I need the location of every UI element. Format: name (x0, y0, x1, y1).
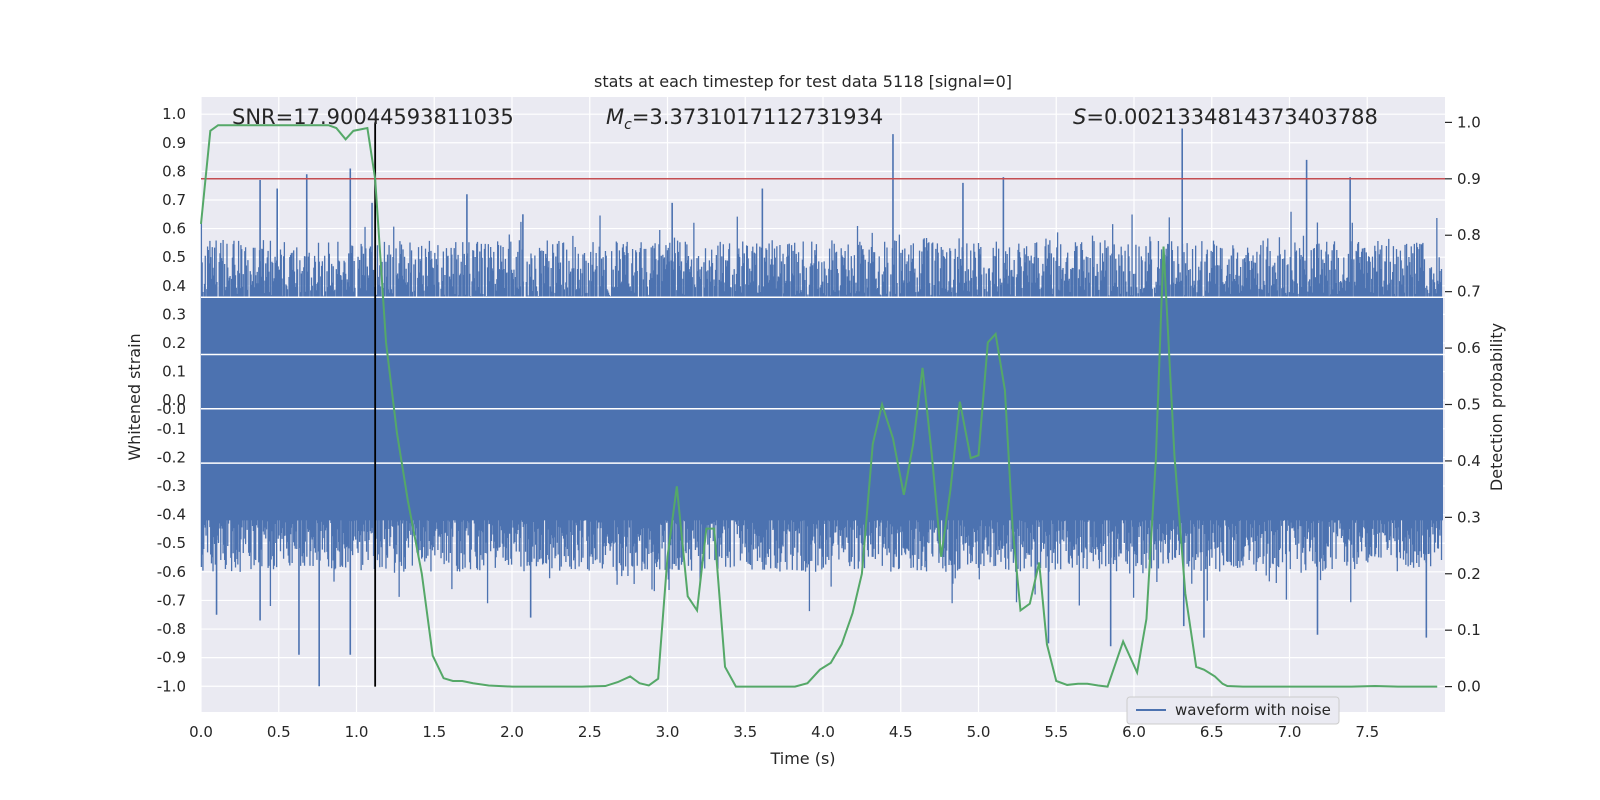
s-statistic-value: =0.0021334814373403788 (1086, 105, 1378, 129)
x-tick-label: 4.5 (889, 723, 913, 741)
y-right-tick-label: 1.0 (1457, 113, 1481, 131)
plot-area (201, 97, 1445, 712)
x-tick-label: 5.0 (967, 723, 991, 741)
y-right-tick-label: 0.0 (1457, 678, 1481, 696)
x-tick-label: 4.0 (811, 723, 835, 741)
x-axis-label: Time (s) (769, 749, 835, 768)
x-tick-label: 1.0 (345, 723, 369, 741)
legend: waveform with noise (1127, 697, 1339, 724)
y-axis-left: 1.00.90.80.70.60.50.40.30.20.10.0-0.0-0.… (157, 105, 186, 695)
y-left-tick-label: -0.9 (157, 649, 186, 667)
figure: stats at each timestep for test data 511… (0, 0, 1600, 800)
y-axis-right: 1.0 0.9 0.8 0.7 0.6 0.5 0.4 0.3 0.2 0.1 0.0 (1445, 113, 1481, 695)
y-left-tick-label: 0.2 (162, 334, 186, 352)
y-left-tick-label: 0.9 (162, 134, 186, 152)
s-statistic-annotation: S=0.0021334814373403788 (1073, 105, 1378, 129)
x-tick-label: 7.0 (1278, 723, 1302, 741)
y-left-tick-label: 0.5 (162, 248, 186, 266)
y-left-tick-label: -0.8 (157, 620, 186, 638)
y-right-tick-label: 0.4 (1457, 452, 1481, 470)
y-axis-left-label: Whitened strain (125, 333, 144, 460)
x-tick-label: 0.5 (267, 723, 291, 741)
y-right-tick-label: 0.1 (1457, 621, 1481, 639)
y-left-tick-label: 0.4 (162, 277, 186, 295)
x-tick-label: 6.0 (1122, 723, 1146, 741)
y-left-tick-label: 0.3 (162, 305, 186, 323)
y-left-tick-label: -0.2 (157, 448, 186, 466)
y-left-tick-label: -0.4 (157, 506, 186, 524)
y-right-tick-label: 0.3 (1457, 508, 1481, 526)
x-tick-label: 1.5 (422, 723, 446, 741)
chirp-mass-value: =3.3731017112731934 (632, 105, 883, 129)
y-right-tick-label: 0.2 (1457, 565, 1481, 583)
y-right-tick-label: 0.6 (1457, 339, 1481, 357)
y-right-tick-label: 0.5 (1457, 396, 1481, 414)
x-tick-label: 0.0 (189, 723, 213, 741)
snr-annotation: SNR=17.90044593811035 (232, 105, 514, 129)
y-right-tick-label: 0.8 (1457, 226, 1481, 244)
y-left-tick-label: 0.1 (162, 363, 186, 381)
y-left-tick-label: 0.6 (162, 220, 186, 238)
s-statistic-symbol: S (1073, 105, 1086, 129)
chirp-mass-annotation: Mc=3.3731017112731934 (606, 105, 883, 133)
legend-label: waveform with noise (1175, 701, 1331, 719)
y-left-tick-label: -0.1 (157, 420, 186, 438)
x-tick-label: 6.5 (1200, 723, 1224, 741)
y-right-tick-label: 0.7 (1457, 283, 1481, 301)
y-axis-right-label: Detection probability (1487, 323, 1506, 491)
y-left-tick-label: -0.3 (157, 477, 186, 495)
x-tick-label: 2.5 (578, 723, 602, 741)
chart-title: stats at each timestep for test data 511… (594, 72, 1012, 91)
y-left-tick-label: -0.7 (157, 591, 186, 609)
y-left-tick-label: -0.0 (157, 400, 186, 418)
y-left-tick-label: -0.6 (157, 563, 186, 581)
y-left-tick-label: -1.0 (157, 677, 186, 695)
x-tick-label: 7.5 (1355, 723, 1379, 741)
y-right-tick-label: 0.9 (1457, 170, 1481, 188)
x-tick-label: 3.0 (656, 723, 680, 741)
x-tick-label: 2.0 (500, 723, 524, 741)
x-axis: 0.0 0.5 1.0 1.5 2.0 2.5 3.0 3.5 4.0 4.5 5.0 5.5 6.0 6… (189, 723, 1379, 741)
y-left-tick-label: 0.7 (162, 191, 186, 209)
y-left-tick-label: 0.8 (162, 162, 186, 180)
x-tick-label: 3.5 (733, 723, 757, 741)
chirp-mass-symbol: M (606, 105, 624, 129)
y-left-tick-label: -0.5 (157, 534, 186, 552)
y-left-tick-label: 1.0 (162, 105, 186, 123)
x-tick-label: 5.5 (1044, 723, 1068, 741)
